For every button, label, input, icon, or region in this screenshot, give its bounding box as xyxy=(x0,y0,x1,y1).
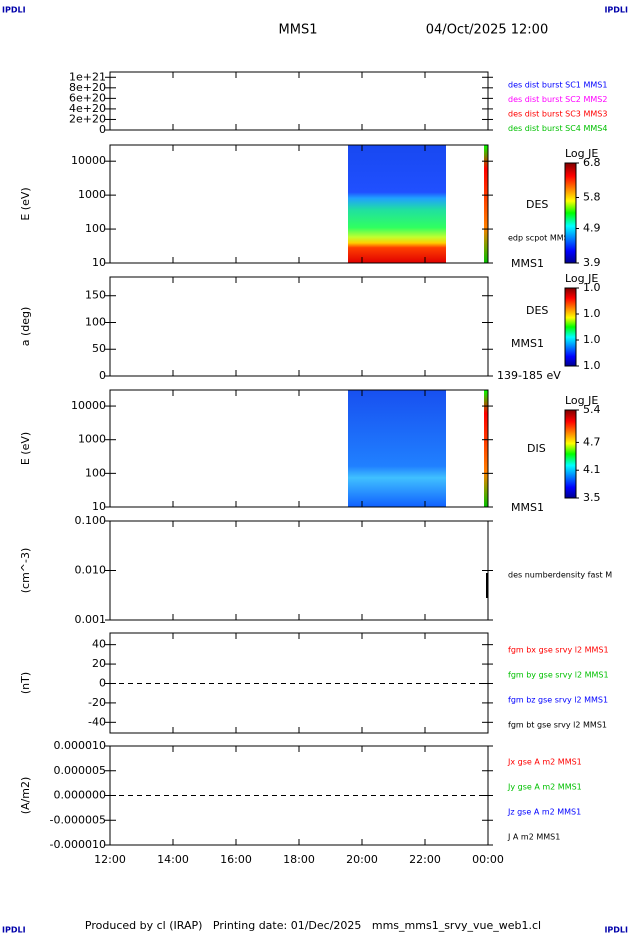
y-tick-label: -0.000005 xyxy=(50,813,106,826)
spectrogram-image xyxy=(348,390,446,507)
y-tick-label: 0.010 xyxy=(75,564,107,577)
panel-frame xyxy=(109,276,489,377)
spectrogram-edge xyxy=(484,145,488,263)
legend-entry: Jy gse A m2 MMS1 xyxy=(507,783,582,792)
y-tick-label: 10000 xyxy=(71,399,106,412)
legend-entry: J A m2 MMS1 xyxy=(507,833,560,842)
legend-entry: des dist burst SC2 MMS2 xyxy=(508,95,607,104)
x-tick-label: 00:00 xyxy=(472,853,504,866)
y-tick-label: 100 xyxy=(85,466,106,479)
x-tick-label: 12:00 xyxy=(94,853,126,866)
colorbar-tick-label: 3.9 xyxy=(583,256,601,269)
side-label: MMS1 xyxy=(511,257,544,270)
y-tick-label: 0 xyxy=(99,676,106,689)
y-tick-label: 0.000000 xyxy=(54,789,107,802)
y-tick-label: 0 xyxy=(99,123,106,136)
colorbar-tick-label: 1.0 xyxy=(583,359,601,372)
colorbar-tick-label: 1.0 xyxy=(583,307,601,320)
x-tick-label: 14:00 xyxy=(157,853,189,866)
y-tick-label: 4e+20 xyxy=(69,102,106,115)
corner-label: IPDLI xyxy=(604,926,628,934)
colorbar-title: Log JE xyxy=(565,272,598,285)
y-tick-label: 0.100 xyxy=(75,514,107,527)
y-tick-label: 10 xyxy=(92,500,106,513)
panel-frame xyxy=(109,71,489,131)
y-tick-label: -40 xyxy=(88,715,106,728)
side-label: MMS1 xyxy=(511,501,544,514)
colorbar-tick-label: 5.4 xyxy=(583,403,601,416)
corner-label: IPDLI xyxy=(604,6,628,15)
colorbar xyxy=(564,409,577,499)
legend-entry: fgm by gse srvy l2 MMS1 xyxy=(508,671,609,680)
legend-entry: fgm bt gse srvy l2 MMS1 xyxy=(508,721,607,730)
corner-label: IPDLI xyxy=(2,926,26,934)
colorbar xyxy=(564,162,577,264)
y-tick-label: 0 xyxy=(99,369,106,382)
legend-entry: des dist burst SC3 MMS3 xyxy=(508,110,607,119)
y-tick-label: 1e+21 xyxy=(69,70,106,83)
y-tick-label: 10000 xyxy=(71,154,106,167)
side-label: DES xyxy=(526,304,548,317)
side-label: DES xyxy=(526,198,548,211)
y-tick-label: 1000 xyxy=(78,433,106,446)
colorbar-title: Log JE xyxy=(565,147,598,160)
colorbar-tick-label: 1.0 xyxy=(583,281,601,294)
y-tick-label: 2e+20 xyxy=(69,112,106,125)
x-tick-label: 16:00 xyxy=(220,853,252,866)
y-tick-label: 0.000005 xyxy=(54,764,107,777)
legend-entry: Jz gse A m2 MMS1 xyxy=(507,808,581,817)
y-axis-label: (nT) xyxy=(19,672,32,694)
colorbar-title: Log JE xyxy=(565,394,598,407)
side-label: DIS xyxy=(527,442,546,455)
y-tick-label: 10 xyxy=(92,256,106,269)
colorbar-tick-label: 4.7 xyxy=(583,435,601,448)
legend-entry: fgm bz gse srvy l2 MMS1 xyxy=(508,696,608,705)
y-tick-label: 50 xyxy=(92,342,106,355)
colorbar-tick-label: 4.9 xyxy=(583,222,601,235)
colorbar-tick-label: 5.8 xyxy=(583,190,601,203)
colorbar-tick-label: 4.1 xyxy=(583,463,601,476)
colorbar-tick-label: 1.0 xyxy=(583,333,601,346)
legend-entry: Jx gse A m2 MMS1 xyxy=(507,758,582,767)
chart-title: MMS1 xyxy=(279,23,318,38)
legend-entry: des dist burst SC4 MMS4 xyxy=(508,124,607,133)
side-label: MMS1 xyxy=(511,337,544,350)
legend-entry: fgm bx gse srvy l2 MMS1 xyxy=(508,646,609,655)
y-tick-label: 150 xyxy=(85,289,106,302)
y-tick-label: 0.001 xyxy=(75,613,107,626)
y-tick-label: 20 xyxy=(92,657,106,670)
x-tick-label: 22:00 xyxy=(409,853,441,866)
chart-date: 04/Oct/2025 12:00 xyxy=(426,23,548,38)
side-label: edp scpot MMS1 xyxy=(508,234,574,243)
y-axis-label: a (deg) xyxy=(19,307,32,347)
side-label: 139-185 eV xyxy=(497,369,561,382)
y-tick-label: -0.000010 xyxy=(50,838,106,851)
panel-frame xyxy=(109,520,489,621)
y-axis-label: (A/m2) xyxy=(19,777,32,815)
legend-entry: des numberdensity fast M xyxy=(508,571,612,580)
y-axis-label: E (eV) xyxy=(19,187,32,220)
y-axis-label: (cm^-3) xyxy=(19,548,32,594)
y-tick-label: 40 xyxy=(92,638,106,651)
y-axis-label: E (eV) xyxy=(19,432,32,465)
x-tick-label: 18:00 xyxy=(283,853,315,866)
y-tick-label: 100 xyxy=(85,222,106,235)
legend-entry: des dist burst SC1 MMS1 xyxy=(508,81,607,90)
spectrogram-image xyxy=(348,145,446,263)
y-tick-label: 6e+20 xyxy=(69,91,106,104)
footer: Produced by cl (IRAP) Printing date: 01/… xyxy=(85,919,541,932)
spectrogram-edge xyxy=(484,390,488,507)
colorbar-tick-label: 3.5 xyxy=(583,491,601,504)
y-tick-label: 100 xyxy=(85,315,106,328)
y-tick-label: 1000 xyxy=(78,188,106,201)
y-tick-label: 8e+20 xyxy=(69,81,106,94)
y-tick-label: -20 xyxy=(88,696,106,709)
colorbar-tick-label: 6.8 xyxy=(583,156,601,169)
colorbar xyxy=(564,287,577,367)
x-tick-label: 20:00 xyxy=(346,853,378,866)
corner-label: IPDLI xyxy=(2,6,26,15)
y-tick-label: 0.000010 xyxy=(54,739,107,752)
